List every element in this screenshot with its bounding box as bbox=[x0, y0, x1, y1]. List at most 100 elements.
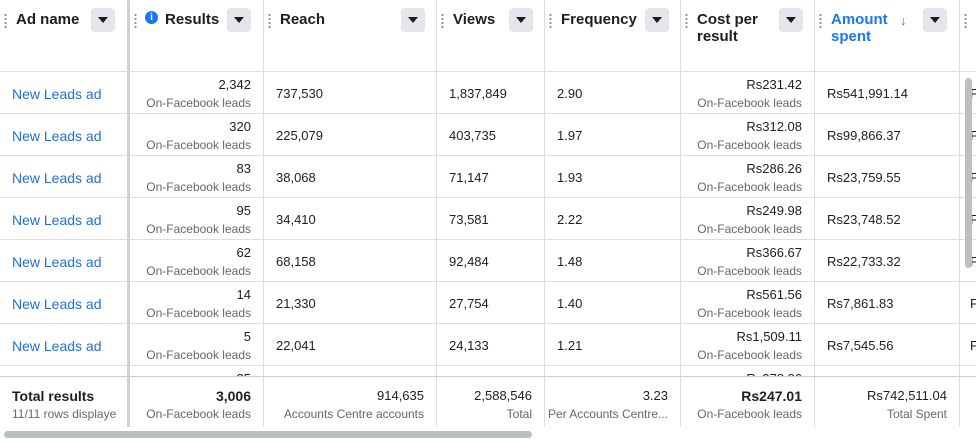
cell-views: 92,484 bbox=[437, 240, 545, 282]
cell-amount-spent bbox=[815, 366, 960, 376]
frequency-value: 1.21 bbox=[557, 338, 583, 353]
amount-spent-value: Rs541,991.14 bbox=[827, 86, 908, 101]
cost-per-result-type: On-Facebook leads bbox=[697, 180, 802, 194]
cost-per-result-type: On-Facebook leads bbox=[697, 222, 802, 236]
header-reach[interactable]: Reach bbox=[264, 0, 437, 71]
cost-per-result-value: Rs286.26 bbox=[746, 161, 802, 176]
results-value: 320 bbox=[229, 119, 251, 134]
totals-views: 2,588,546 Total bbox=[437, 377, 545, 427]
header-next-column[interactable] bbox=[960, 0, 976, 71]
results-type: On-Facebook leads bbox=[146, 306, 251, 320]
drag-handle-icon[interactable] bbox=[819, 13, 822, 29]
drag-handle-icon[interactable] bbox=[134, 13, 137, 29]
reach-value: 225,079 bbox=[276, 128, 323, 143]
column-menu-button[interactable] bbox=[227, 8, 251, 32]
header-views[interactable]: Views bbox=[437, 0, 545, 71]
cell-ad-name: New Leads ad bbox=[0, 198, 130, 240]
drag-handle-icon[interactable] bbox=[964, 13, 967, 29]
ad-name-link[interactable]: New Leads ad bbox=[12, 170, 102, 186]
cell-views: 1,837,849 bbox=[437, 72, 545, 114]
cost-per-result-value: Rs366.67 bbox=[746, 245, 802, 260]
cell-results: 2,342 On-Facebook leads bbox=[130, 72, 264, 114]
header-cost-per-result[interactable]: Cost per result bbox=[681, 0, 815, 71]
column-menu-button[interactable] bbox=[91, 8, 115, 32]
reach-value: 38,068 bbox=[276, 170, 316, 185]
header-amount-spent[interactable]: Amount spent bbox=[815, 0, 960, 71]
amount-spent-value: Rs23,759.55 bbox=[827, 170, 901, 185]
cell-cost-per-result: Rs561.56 On-Facebook leads bbox=[681, 282, 815, 324]
header-label: Cost per result bbox=[697, 11, 758, 45]
ad-name-link[interactable]: New Leads ad bbox=[12, 212, 102, 228]
views-value: 27,754 bbox=[449, 296, 489, 311]
cell-ad-name: New Leads ad bbox=[0, 156, 130, 198]
ad-name-link[interactable]: New Leads ad bbox=[12, 254, 102, 270]
cell-frequency: 1.21 bbox=[545, 324, 681, 366]
cost-per-result-value: Rs278.86 bbox=[746, 371, 802, 376]
next-column-value: F bbox=[970, 212, 976, 227]
ad-name-link[interactable]: New Leads ad bbox=[12, 338, 102, 354]
table-row[interactable]: New Leads ad 2,342 On-Facebook leads 737,53… bbox=[0, 72, 976, 114]
drag-handle-icon[interactable] bbox=[441, 13, 444, 29]
frequency-value: 2.22 bbox=[557, 212, 583, 227]
results-value: 35 bbox=[237, 371, 251, 376]
cost-per-result-type: On-Facebook leads bbox=[697, 348, 802, 362]
next-column-value: F bbox=[970, 296, 976, 311]
chevron-down-icon bbox=[98, 17, 108, 23]
header-ad-name[interactable]: Ad name bbox=[0, 0, 130, 71]
column-menu-button[interactable] bbox=[509, 8, 533, 32]
cell-ad-name: New Leads ad bbox=[0, 282, 130, 324]
drag-handle-icon[interactable] bbox=[4, 13, 7, 29]
totals-results: 3,006 On-Facebook leads bbox=[130, 377, 264, 427]
info-icon[interactable]: i bbox=[145, 11, 158, 24]
cell-reach: 225,079 bbox=[264, 114, 437, 156]
results-type: On-Facebook leads bbox=[146, 348, 251, 362]
views-value: 73,581 bbox=[449, 212, 489, 227]
header-results[interactable]: Results bbox=[130, 0, 264, 71]
totals-sub: Total bbox=[506, 407, 532, 421]
amount-spent-value: Rs23,748.52 bbox=[827, 212, 901, 227]
table-header: Ad name Results Reach Views bbox=[0, 0, 976, 72]
table-row[interactable]: New Leads ad 83 On-Facebook leads 38,068 71,… bbox=[0, 156, 976, 198]
drag-handle-icon[interactable] bbox=[268, 13, 271, 29]
amount-spent-value: Rs7,545.56 bbox=[827, 338, 894, 353]
views-value: 92,484 bbox=[449, 254, 489, 269]
totals-frequency: 3.23 Per Accounts Centre... bbox=[545, 377, 681, 427]
column-menu-button[interactable] bbox=[401, 8, 425, 32]
column-menu-button[interactable] bbox=[645, 8, 669, 32]
table-row[interactable]: 35 Rs278.86 bbox=[0, 366, 976, 376]
ad-name-link[interactable]: New Leads ad bbox=[12, 296, 102, 312]
column-menu-button[interactable] bbox=[779, 8, 803, 32]
cell-frequency: 1.93 bbox=[545, 156, 681, 198]
column-menu-button[interactable] bbox=[923, 8, 947, 32]
cost-per-result-value: Rs249.98 bbox=[746, 203, 802, 218]
arrow-down-icon[interactable]: ↓ bbox=[900, 13, 907, 28]
cell-results: 35 bbox=[130, 366, 264, 376]
table-row[interactable]: New Leads ad 320 On-Facebook leads 225,079 4… bbox=[0, 114, 976, 156]
cell-cost-per-result: Rs312.08 On-Facebook leads bbox=[681, 114, 815, 156]
cell-results: 14 On-Facebook leads bbox=[130, 282, 264, 324]
table-row[interactable]: New Leads ad 62 On-Facebook leads 68,158 92,… bbox=[0, 240, 976, 282]
chevron-down-icon bbox=[234, 17, 244, 23]
views-value: 24,133 bbox=[449, 338, 489, 353]
reach-value: 22,041 bbox=[276, 338, 316, 353]
header-frequency[interactable]: Frequency bbox=[545, 0, 681, 71]
table-row[interactable]: New Leads ad 95 On-Facebook leads 34,410 73,… bbox=[0, 198, 976, 240]
totals-sub: Per Accounts Centre... bbox=[547, 407, 668, 421]
cell-results: 62 On-Facebook leads bbox=[130, 240, 264, 282]
cell-frequency: 1.97 bbox=[545, 114, 681, 156]
table-row[interactable]: New Leads ad 5 On-Facebook leads 22,041 24,1… bbox=[0, 324, 976, 366]
ad-name-link[interactable]: New Leads ad bbox=[12, 86, 102, 102]
header-label: Amount spent bbox=[831, 11, 888, 45]
cell-views: 27,754 bbox=[437, 282, 545, 324]
frequency-value: 1.40 bbox=[557, 296, 583, 311]
vertical-scrollbar[interactable] bbox=[965, 78, 972, 268]
ad-name-link[interactable]: New Leads ad bbox=[12, 128, 102, 144]
table-row[interactable]: New Leads ad 14 On-Facebook leads 21,330 27,… bbox=[0, 282, 976, 324]
cell-cost-per-result: Rs1,509.11 On-Facebook leads bbox=[681, 324, 815, 366]
drag-handle-icon[interactable] bbox=[685, 13, 688, 29]
cell-views: 73,581 bbox=[437, 198, 545, 240]
horizontal-scrollbar[interactable] bbox=[4, 431, 532, 438]
drag-handle-icon[interactable] bbox=[549, 13, 552, 29]
cell-reach: 22,041 bbox=[264, 324, 437, 366]
